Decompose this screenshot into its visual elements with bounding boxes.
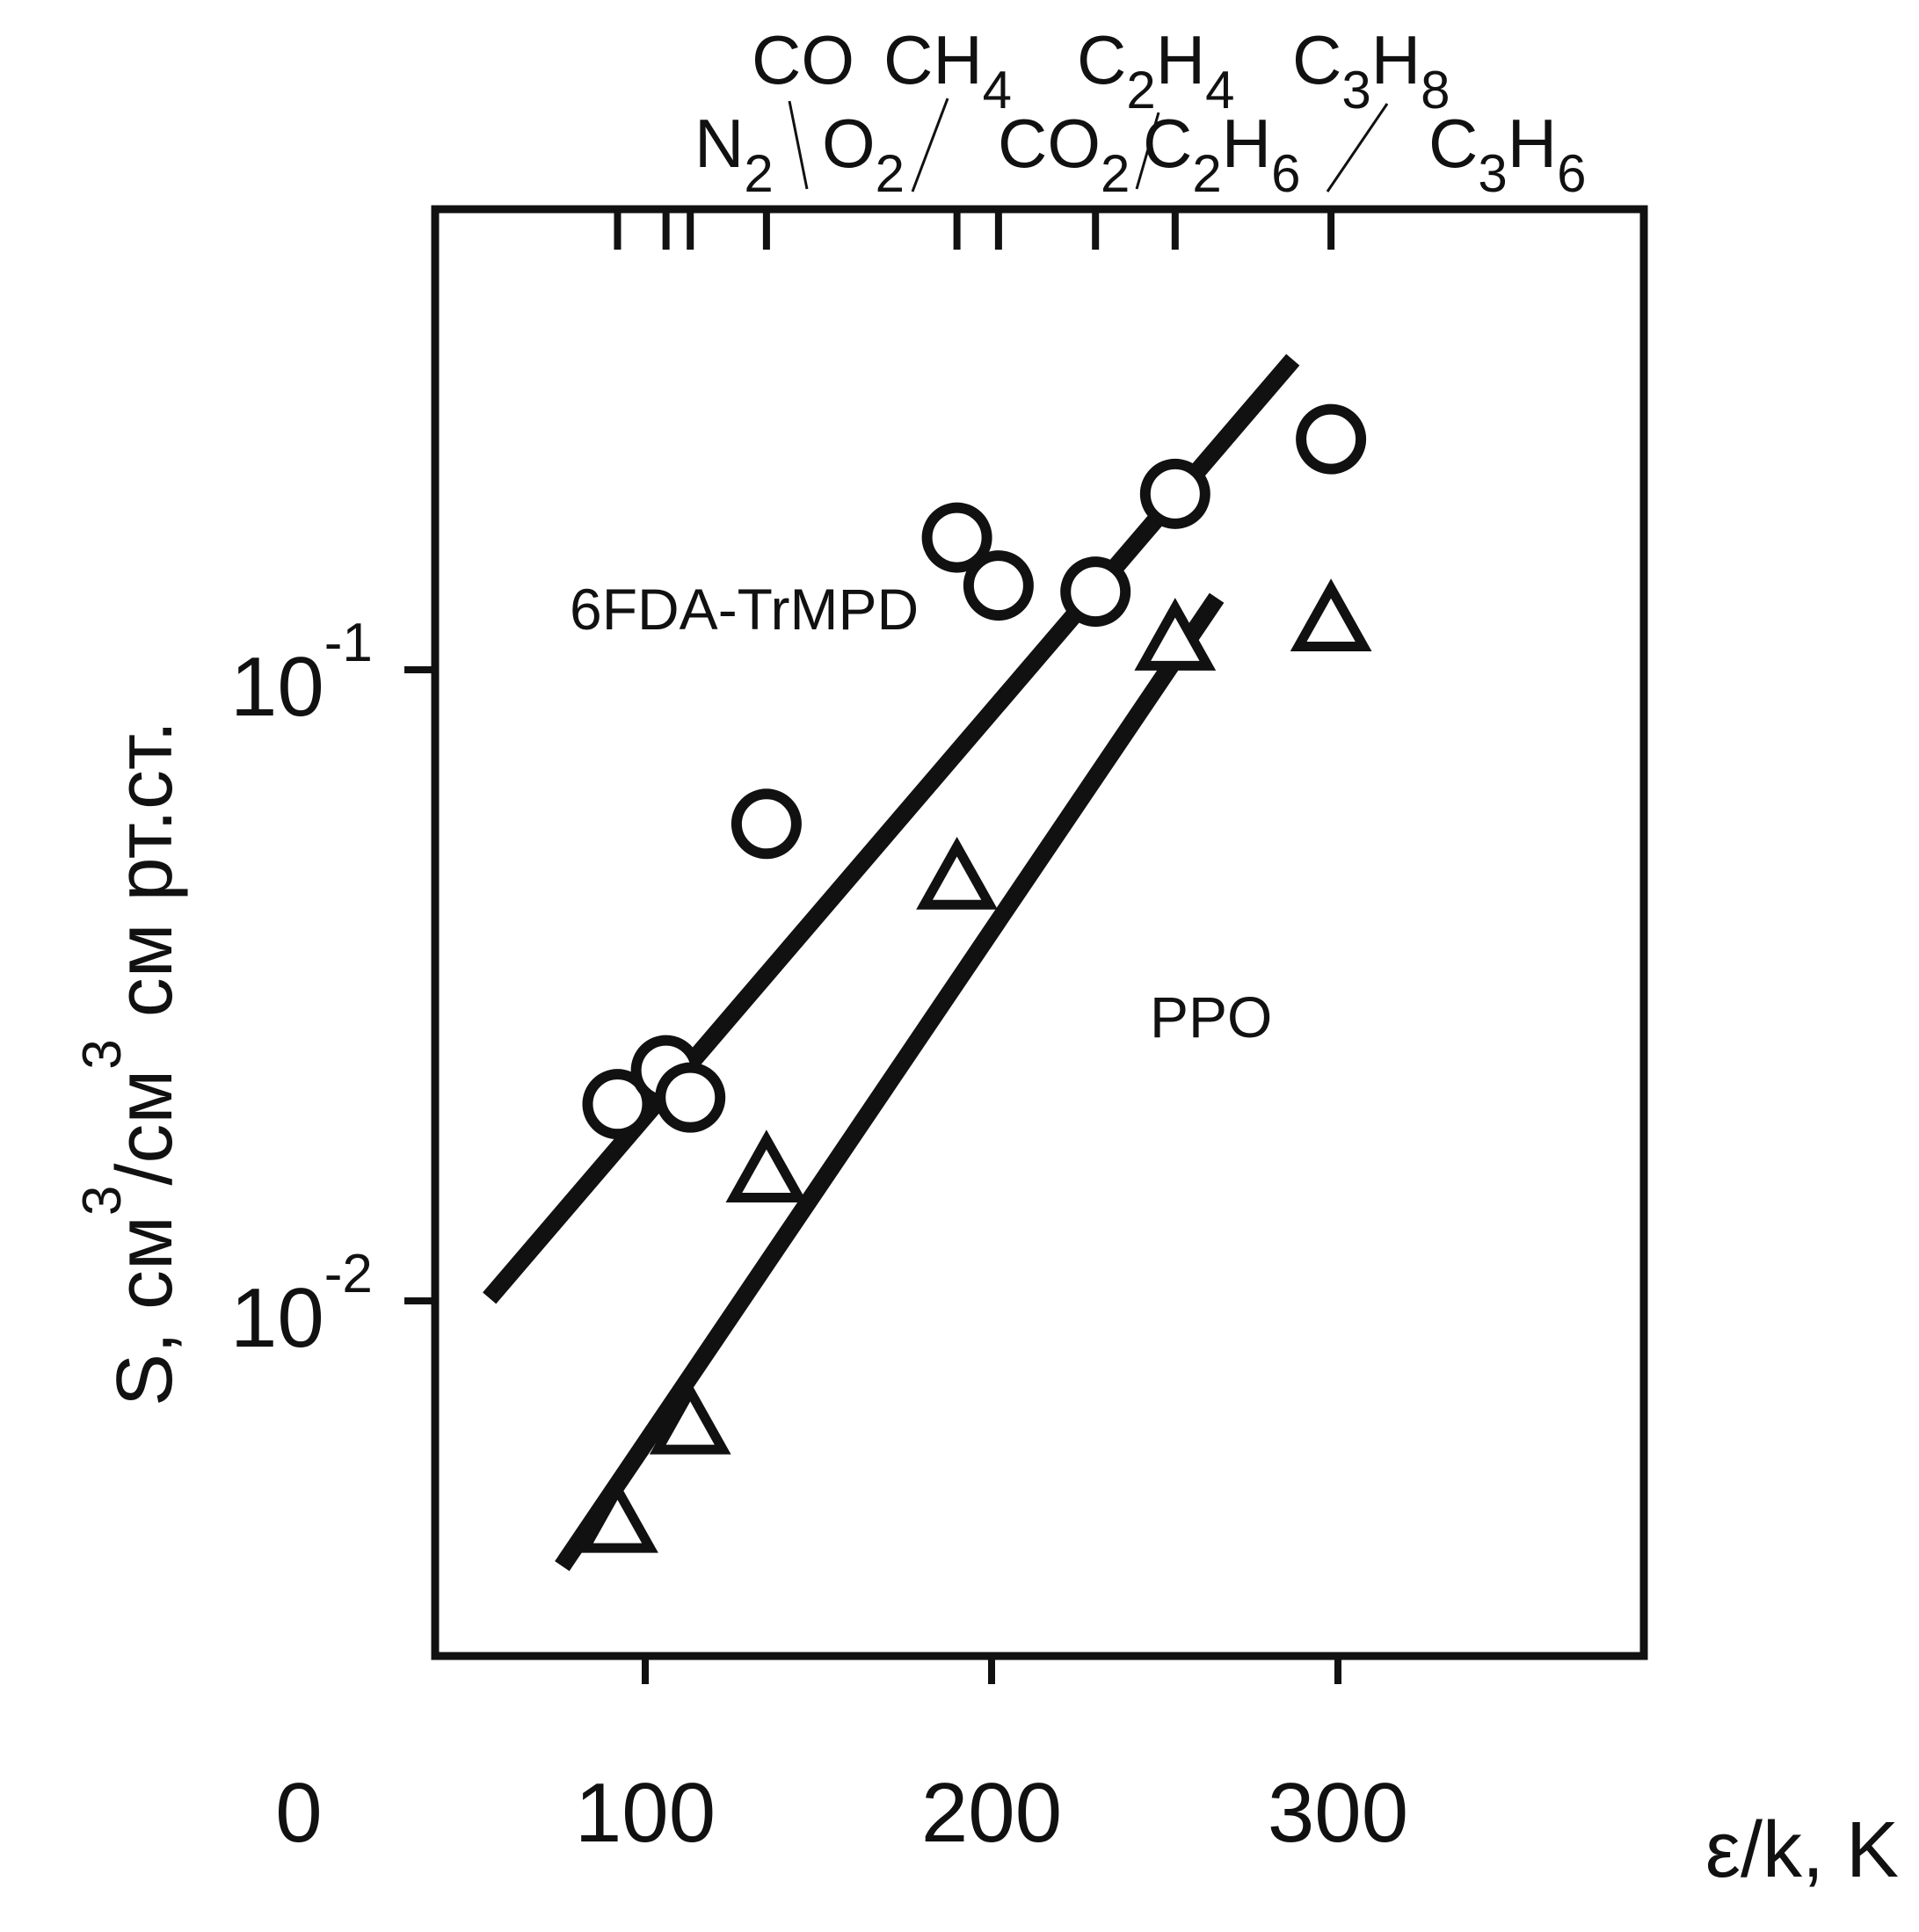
- gas-label-sub2: 6: [1557, 144, 1586, 203]
- gas-leader-6: [1135, 112, 1160, 190]
- point-0-5: [963, 550, 1034, 621]
- gas-leader-7: [1326, 103, 1389, 192]
- point-0-8: [1296, 403, 1367, 475]
- fit-line-1: [555, 592, 1225, 1572]
- point-0-3: [731, 788, 802, 860]
- gas-label-main: O: [822, 105, 876, 182]
- y-axis-label-per: /см: [101, 1070, 189, 1186]
- x-axis-tick-labels: 0 100 200 300: [275, 1766, 1408, 1860]
- gas-leader-1: [788, 100, 809, 190]
- gas-label-sub: 2: [1101, 144, 1130, 203]
- gas-label-mid: H: [1508, 105, 1557, 182]
- y-axis-label-exp1: 3: [72, 1186, 133, 1216]
- y-tick-base: 10: [230, 640, 324, 734]
- series-label-6fda-trmpd: 6FDA-TrMPD: [570, 577, 919, 642]
- top-axis-gas-ticks: [614, 207, 1335, 250]
- gas-label-sub2: 4: [1205, 61, 1234, 120]
- gas-leader-3: [911, 98, 949, 192]
- gas-label-sub: 2: [876, 144, 905, 203]
- x-tick-label-100: 100: [575, 1766, 716, 1860]
- x-axis-label: ε/k, K: [1705, 1806, 1899, 1894]
- gas-label-mid: H: [1222, 105, 1271, 182]
- y-axis-ticks: [404, 666, 435, 1304]
- y-tick-base: 10: [230, 1271, 324, 1365]
- gas-label-mid: H: [1156, 21, 1205, 98]
- plot-frame: [431, 205, 1648, 1660]
- point-1-4: [1134, 598, 1217, 671]
- y-tick-exponent: -1: [324, 613, 373, 673]
- gas-label-main: N: [694, 105, 744, 182]
- y-axis-tick-labels: 10-110-2: [230, 613, 373, 1365]
- y-tick-exponent: -2: [324, 1244, 373, 1304]
- gas-label-2: O2: [822, 105, 905, 203]
- x-tick-label-200: 200: [921, 1766, 1062, 1860]
- point-1-1: [649, 1381, 731, 1455]
- gas-label-1: CO: [752, 21, 854, 98]
- gas-label-0: N2: [694, 105, 774, 203]
- gas-label-main: CO: [752, 21, 854, 98]
- y-tick-label--2: 10-2: [230, 1244, 373, 1365]
- point-0-6: [1060, 556, 1131, 628]
- x-axis-ticks: [642, 1656, 1341, 1684]
- gas-label-main: CH: [883, 21, 983, 98]
- gas-label-sub: 2: [1126, 61, 1155, 120]
- x-tick-label-300: 300: [1268, 1766, 1408, 1860]
- gas-label-sub2: 6: [1271, 144, 1300, 203]
- x-tick-label-0: 0: [275, 1766, 322, 1860]
- gas-label-main: C: [1077, 21, 1126, 98]
- point-0-2: [655, 1062, 726, 1133]
- gas-label-sub: 3: [1341, 61, 1370, 120]
- gas-label-3: CH4: [883, 21, 1012, 120]
- gas-label-7: C3H8: [1292, 21, 1450, 120]
- point-0-0: [582, 1069, 653, 1140]
- gas-label-sub: 2: [744, 144, 773, 203]
- gas-label-main: C: [1428, 105, 1478, 182]
- y-axis-label-tail: см рт.ст.: [101, 721, 189, 1039]
- gas-label-4: CO2: [998, 105, 1130, 203]
- gas-label-sub: 3: [1478, 144, 1507, 203]
- gas-label-sub2: 8: [1421, 61, 1450, 120]
- point-1-3: [916, 836, 998, 910]
- y-axis-label-exp2: 3: [72, 1039, 133, 1069]
- y-axis-label-s: S, см: [101, 1216, 189, 1406]
- point-1-2: [725, 1129, 808, 1202]
- gas-label-mid: H: [1371, 21, 1421, 98]
- point-1-0: [577, 1479, 658, 1553]
- point-0-4: [921, 502, 992, 573]
- point-1-5: [1290, 578, 1372, 651]
- gas-label-main: CO: [998, 105, 1101, 182]
- data-markers: [577, 403, 1372, 1553]
- series-label-ppo: PPO: [1150, 984, 1272, 1050]
- gas-label-5: C2H4: [1077, 21, 1234, 120]
- y-axis-label-group: S, см3/см3 см рт.ст.: [72, 721, 189, 1406]
- y-tick-label--1: 10-1: [230, 613, 373, 734]
- gas-label-sub: 2: [1192, 144, 1221, 203]
- gas-label-8: C3H6: [1428, 105, 1586, 203]
- y-axis-label: S, см3/см3 см рт.ст.: [72, 721, 189, 1406]
- gas-label-sub: 4: [983, 61, 1012, 120]
- gas-label-main: C: [1292, 21, 1341, 98]
- point-0-7: [1139, 458, 1210, 529]
